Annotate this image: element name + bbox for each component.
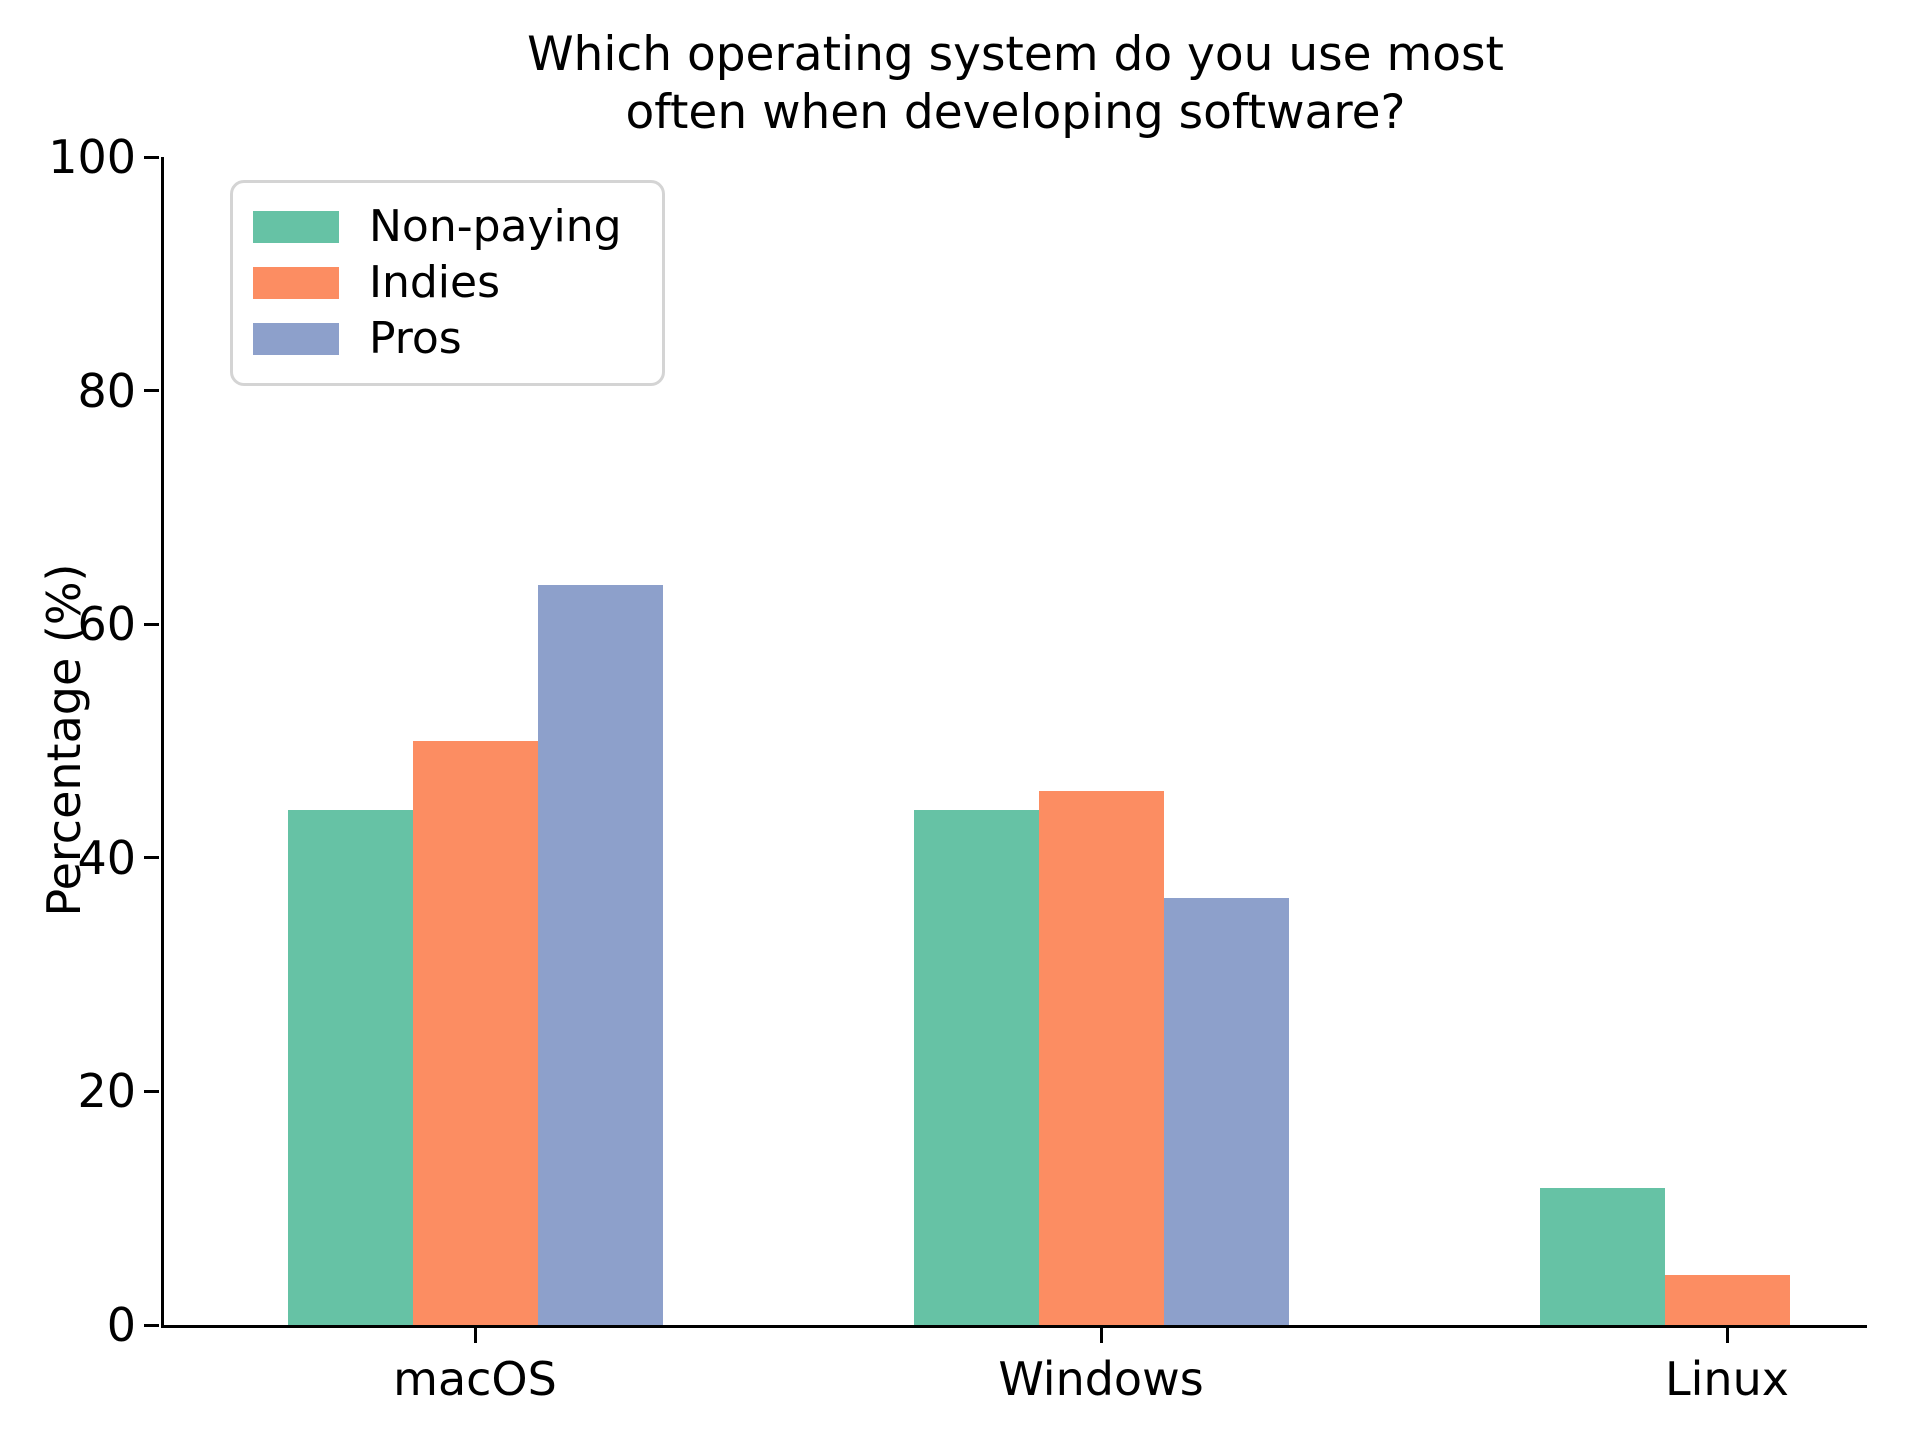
y-tick-label-80: 80 <box>77 363 136 418</box>
x-tick-label-linux: Linux <box>1665 1352 1789 1406</box>
bar-linux-indies <box>1664 1274 1790 1325</box>
y-tick-mark-0 <box>144 1323 159 1327</box>
y-axis-spine <box>161 157 164 1328</box>
x-axis-spine <box>161 1325 1867 1328</box>
x-tick-mark-windows <box>1099 1328 1103 1343</box>
y-tick-mark-80 <box>144 389 159 393</box>
legend-swatch-non-paying <box>253 211 339 243</box>
x-tick-mark-macos <box>473 1328 477 1343</box>
y-tick-label-60: 60 <box>77 597 136 652</box>
legend: Non-paying Indies Pros <box>230 180 665 386</box>
bar-windows-indies <box>1038 791 1164 1325</box>
legend-item-indies: Indies <box>253 255 622 311</box>
legend-label-pros: Pros <box>369 313 462 364</box>
legend-item-pros: Pros <box>253 311 622 367</box>
y-tick-label-100: 100 <box>48 130 136 184</box>
legend-swatch-pros <box>253 323 339 355</box>
x-tick-mark-linux <box>1725 1328 1729 1343</box>
chart-title: Which operating system do you use most o… <box>164 26 1867 142</box>
chart-title-line-1: Which operating system do you use most <box>527 27 1504 82</box>
y-tick-label-40: 40 <box>77 830 136 885</box>
chart-title-line-2: often when developing software? <box>625 85 1406 140</box>
y-tick-mark-40 <box>144 856 159 860</box>
bar-macos-indies <box>412 741 538 1325</box>
legend-label-indies: Indies <box>369 257 501 308</box>
y-tick-label-20: 20 <box>77 1064 136 1119</box>
y-tick-mark-60 <box>144 622 159 626</box>
legend-swatch-indies <box>253 267 339 299</box>
y-tick-mark-100 <box>144 155 159 159</box>
bar-windows-pros <box>1163 897 1289 1325</box>
bar-macos-non-paying <box>287 809 413 1325</box>
legend-label-non-paying: Non-paying <box>369 201 622 252</box>
bar-linux-non-paying <box>1539 1188 1665 1325</box>
y-tick-label-0: 0 <box>106 1298 136 1352</box>
plot-area: 0 20 40 60 80 100 macOS Windows Linux <box>48 130 1867 1406</box>
legend-item-non-paying: Non-paying <box>253 199 622 255</box>
bar-windows-non-paying <box>913 809 1039 1325</box>
x-tick-label-macos: macOS <box>393 1352 557 1406</box>
bar-macos-pros <box>537 584 663 1325</box>
x-tick-label-windows: Windows <box>998 1352 1204 1406</box>
y-tick-mark-20 <box>144 1089 159 1093</box>
